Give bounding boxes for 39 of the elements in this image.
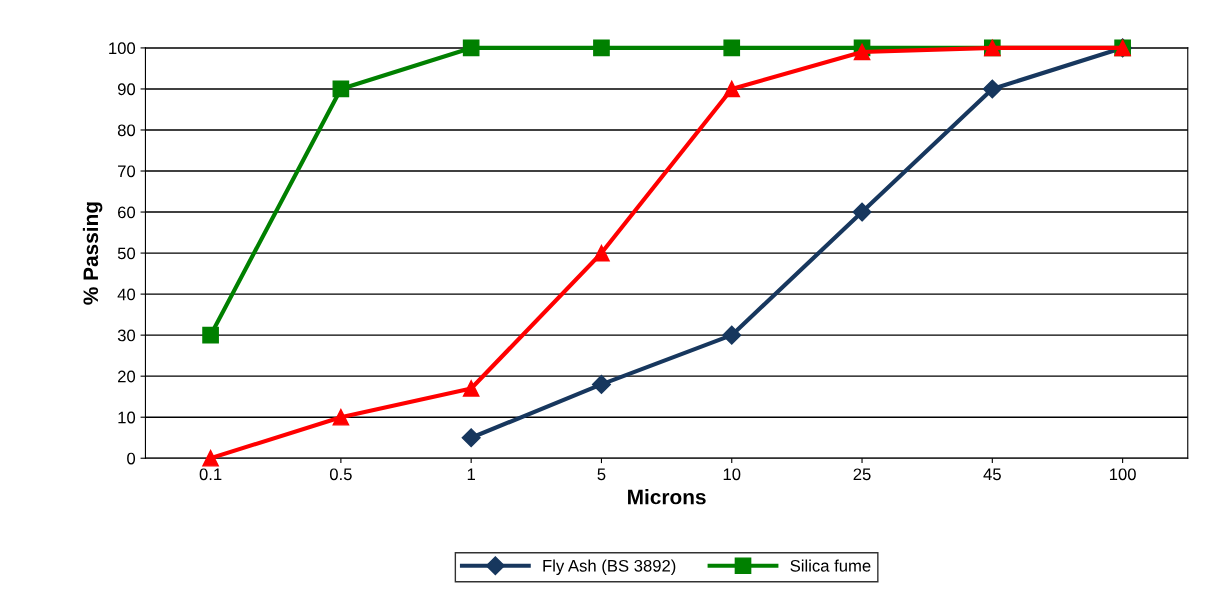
y-tick-label: 80 bbox=[117, 124, 136, 137]
y-tick-label: 100 bbox=[109, 42, 136, 55]
point bbox=[593, 244, 610, 262]
x-tick-label: 25 bbox=[853, 468, 871, 481]
y-tick-label: 0 bbox=[127, 452, 136, 465]
x-tick-label: 1 bbox=[467, 468, 475, 481]
point bbox=[722, 325, 742, 345]
y-tick-label: 70 bbox=[118, 165, 136, 178]
point bbox=[202, 449, 219, 467]
point bbox=[462, 380, 480, 397]
point bbox=[852, 202, 872, 222]
point bbox=[723, 39, 741, 57]
y-tick-label: 60 bbox=[118, 206, 136, 219]
legend-label: Silica fume bbox=[790, 559, 871, 572]
point bbox=[202, 326, 219, 344]
y-tick-label: 40 bbox=[117, 288, 136, 301]
y-tick-label: 10 bbox=[118, 411, 136, 424]
point bbox=[462, 39, 480, 57]
legend-label: Fly Ash (BS 3892) bbox=[543, 559, 676, 576]
y-tick-label: 30 bbox=[117, 329, 136, 342]
y-tick-label: 90 bbox=[117, 83, 136, 96]
point bbox=[853, 43, 871, 61]
y-tick-label: 50 bbox=[117, 247, 136, 260]
x-tick-label: 0.1 bbox=[199, 468, 222, 481]
x-tick-label: 100 bbox=[1109, 468, 1136, 481]
x-tick-label: 10 bbox=[723, 468, 741, 481]
point bbox=[332, 408, 350, 426]
point bbox=[591, 374, 611, 394]
x-tick-label: 45 bbox=[983, 468, 1001, 481]
x-tick-label: 0.5 bbox=[329, 468, 352, 481]
point bbox=[461, 428, 481, 448]
x-axis-title: Microns bbox=[628, 489, 706, 505]
y-tick-label: 20 bbox=[118, 370, 136, 383]
point bbox=[332, 80, 350, 98]
point bbox=[982, 79, 1002, 99]
x-tick-label: 5 bbox=[597, 468, 606, 481]
y-axis-title: % Passing bbox=[82, 202, 103, 305]
point bbox=[593, 39, 610, 57]
point bbox=[723, 80, 741, 98]
